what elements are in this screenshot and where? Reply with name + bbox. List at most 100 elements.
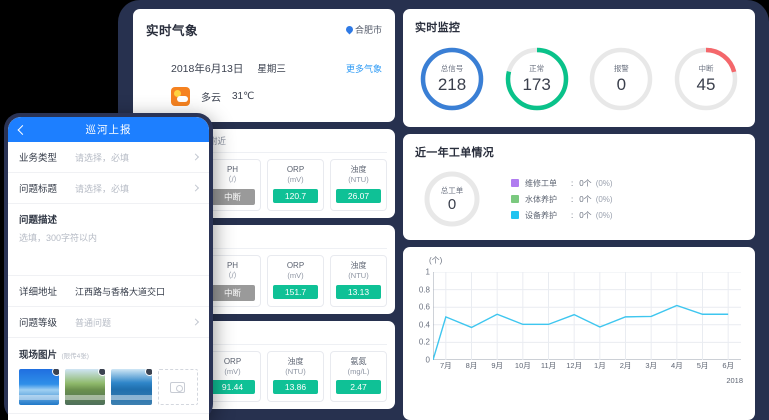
- gauge-总信号: 总信号 218: [417, 44, 487, 114]
- field-label: 现场图片: [19, 350, 58, 361]
- legend-label: 设备养护: [525, 210, 557, 220]
- description-placeholder: 选填，300字符以内: [19, 233, 98, 243]
- mobile-header: 巡河上报: [8, 117, 209, 142]
- more-weather-link[interactable]: 更多气象: [345, 64, 382, 74]
- chart-y-tick: 0.4: [418, 320, 430, 330]
- add-photo-button[interactable]: [157, 369, 199, 405]
- legend-swatch-icon: [511, 211, 519, 219]
- legend-count: 0个: [579, 194, 592, 204]
- gauge-label: 中断: [698, 64, 714, 73]
- metric-name: 浊度: [287, 356, 304, 366]
- gauge-label: 报警: [613, 64, 629, 73]
- chart-y-tick: 0: [425, 355, 430, 365]
- gauge-报警: 报警 0: [586, 44, 656, 114]
- delete-photo-icon[interactable]: [52, 369, 60, 376]
- gauge-中断: 中断 45: [671, 44, 741, 114]
- photos-hint: (限传4张): [61, 353, 89, 360]
- dashboard-content: 实时气象 合肥市 2018年6月13日 星期三 更多气象 多云: [133, 9, 755, 420]
- gauge-value: 173: [522, 75, 551, 94]
- photo-thumbnail[interactable]: [111, 369, 152, 405]
- legend-item: 维修工单 : 0个 (0%): [511, 178, 613, 189]
- chart-series-line: [433, 305, 728, 360]
- field-value: 请选择，必填: [75, 183, 130, 194]
- chart-y-tick: 0.6: [418, 302, 430, 312]
- chevron-right-icon: [191, 153, 200, 161]
- metric-card[interactable]: PH （/） 中断: [204, 159, 261, 211]
- workorder-legend: 维修工单 : 0个 (0%) 水体养护 : 0个 (0%): [511, 178, 613, 221]
- weather-condition-row: 多云 31℃: [146, 87, 382, 106]
- metric-card[interactable]: ORP (mV) 120.7: [267, 159, 324, 211]
- chevron-right-icon: [191, 184, 200, 192]
- metric-value: 26.07: [336, 188, 381, 203]
- legend-percent: (0%): [595, 178, 613, 188]
- metric-card[interactable]: 浊度 (NTU) 13.13: [330, 254, 387, 307]
- workorder-body: 总工单 0 维修工单 : 0个 (0%): [415, 168, 743, 230]
- description-spacer: [8, 244, 209, 276]
- delete-photo-icon[interactable]: [144, 369, 152, 376]
- delete-photo-icon[interactable]: [98, 369, 106, 376]
- sun-cloud-icon: [171, 87, 190, 106]
- metric-card[interactable]: 浊度 (NTU) 13.86: [267, 350, 324, 403]
- field-value: 江西路与香格大道交口: [75, 286, 166, 297]
- chart-year-label: 2018: [726, 376, 743, 385]
- photos-header: 现场图片 (限传4张): [19, 345, 198, 363]
- weather-header: 实时气象 合肥市: [146, 20, 382, 39]
- legend-label: 水体养护: [525, 194, 557, 204]
- chart-x-tick: 8月: [465, 361, 478, 370]
- form-row-business-type[interactable]: 业务类型 请选择，必填: [8, 142, 209, 173]
- metric-unit: （/）: [223, 175, 242, 184]
- chart-y-tick: 0.2: [418, 337, 430, 347]
- weather-location-label: 合肥市: [354, 25, 382, 35]
- legend-percent: (0%): [595, 210, 613, 220]
- metric-card[interactable]: ORP (mV) 151.7: [267, 254, 324, 307]
- chevron-left-icon[interactable]: [17, 124, 28, 135]
- mobile-screen: 巡河上报 业务类型 请选择，必填 问题标题 请选择，必填 问题描述 选填，300…: [8, 117, 209, 420]
- form-row-custom-field-1[interactable]: 自定义字段1 必填，限50字符以内: [8, 414, 209, 420]
- metric-name: PH: [226, 260, 239, 270]
- photo-thumbnail[interactable]: [19, 369, 60, 405]
- legend-swatch-icon: [511, 195, 519, 203]
- form-row-description[interactable]: 问题描述 选填，300字符以内: [8, 204, 209, 244]
- weather-date-row: 2018年6月13日 星期三 更多气象: [146, 61, 382, 76]
- weather-condition: 多云: [201, 93, 221, 104]
- metric-name: ORP: [286, 165, 305, 174]
- gauge-label: 正常: [529, 64, 545, 73]
- legend-item: 水体养护 : 0个 (0%): [511, 194, 613, 205]
- metric-unit: (mV): [287, 175, 304, 184]
- weather-location[interactable]: 合肥市: [344, 23, 382, 36]
- workorder-title: 近一年工单情况: [415, 147, 495, 159]
- gauge-label: 总信号: [440, 64, 464, 73]
- photo-thumbnail-list: [19, 369, 199, 405]
- weather-weekday: 星期三: [257, 64, 286, 75]
- metric-value: 13.13: [336, 284, 381, 299]
- photo-thumbnail[interactable]: [65, 369, 106, 405]
- metric-value: 2.47: [336, 380, 381, 395]
- weather-date: 2018年6月13日: [171, 63, 244, 75]
- chart-x-tick: 7月: [440, 361, 452, 370]
- metric-name: PH: [226, 165, 239, 174]
- chart-x-tick: 1月: [594, 361, 606, 370]
- right-column: 实时监控 总信号 218 正常 173 报警 0 中断 45 近一年工单情况 总工单 0: [403, 9, 755, 420]
- gauge-value: 218: [437, 75, 467, 94]
- metric-card[interactable]: 氨氮 (mg/L) 2.47: [330, 350, 387, 403]
- field-value: 请选择，必填: [75, 152, 130, 163]
- chevron-right-icon: [191, 318, 200, 326]
- chart-plot-area: 0 0.2 0.4 0.6 0.8 1 7月 8月 9月 10月 11月 12月 1月 2月 3月 4月 5月…: [411, 268, 745, 386]
- chart-y-tick: 0.8: [418, 285, 430, 295]
- form-row-address[interactable]: 详细地址 江西路与香格大道交口: [8, 276, 209, 307]
- form-row-problem-title[interactable]: 问题标题 请选择，必填: [8, 173, 209, 204]
- metric-card[interactable]: ORP (mV) 91.44: [204, 350, 261, 403]
- mobile-title: 巡河上报: [85, 124, 132, 136]
- weather-card: 实时气象 合肥市 2018年6月13日 星期三 更多气象 多云: [133, 9, 395, 122]
- metric-name: 浊度: [350, 260, 367, 270]
- metric-unit: (mg/L): [347, 366, 370, 376]
- weather-title: 实时气象: [146, 24, 199, 38]
- gauge-list: 总信号 218 正常 173 报警 0 中断 45: [415, 44, 743, 114]
- form-row-problem-level[interactable]: 问题等级 普通问题: [8, 307, 209, 338]
- chart-x-tick: 2月: [619, 361, 632, 370]
- legend-count: 0个: [579, 178, 592, 188]
- metric-card[interactable]: 浊度 (NTU) 26.07: [330, 159, 387, 211]
- field-label: 业务类型: [19, 153, 58, 164]
- metric-value: 中断: [210, 188, 255, 205]
- metric-card[interactable]: PH （/） 中断: [204, 254, 261, 307]
